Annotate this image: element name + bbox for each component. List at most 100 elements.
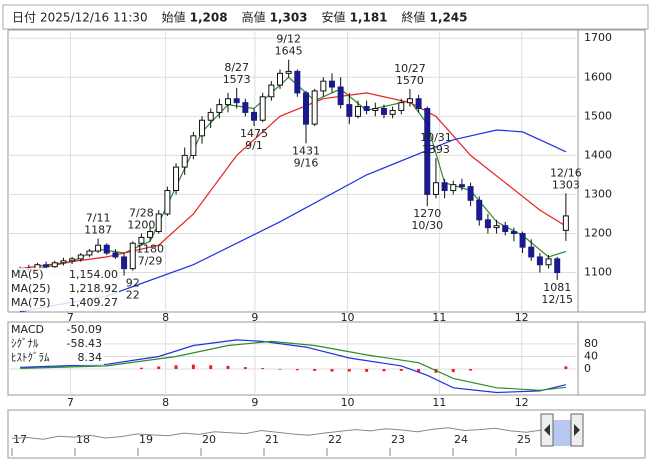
candle-body [51, 262, 58, 268]
macd-line [20, 339, 567, 394]
navigator-tick-label: 24 [454, 433, 468, 446]
annotation: 9/16 [294, 156, 319, 169]
y-tick-label: 1600 [584, 70, 612, 83]
legend-box [9, 268, 119, 311]
navigator-tick-label: 17 [13, 433, 27, 446]
annotation: 10/31 [420, 131, 452, 144]
y-tick-label: 1700 [584, 31, 612, 44]
candle-body [346, 104, 353, 117]
candle-body [138, 236, 145, 244]
candle-body [398, 102, 405, 111]
candle-body [372, 108, 379, 111]
header-bar [2, 4, 649, 30]
candle-body [354, 106, 361, 117]
legend-value: 1,154.00 [69, 268, 118, 281]
histogram-bar [313, 368, 317, 371]
macd-line [20, 340, 566, 391]
candle-body [406, 98, 413, 104]
candle-body [121, 256, 128, 270]
annotation: 8/27 [224, 61, 249, 74]
header-value: 1,208 [190, 11, 228, 25]
candle-body [294, 70, 301, 94]
candle-body [562, 215, 569, 231]
navigator-line [11, 427, 543, 440]
annotation: 1303 [552, 178, 580, 191]
candle-body [95, 244, 102, 252]
candle-body [60, 260, 67, 264]
candle-body [337, 86, 344, 106]
y-tick-label: 1400 [584, 148, 612, 161]
annotation: 1270 [413, 207, 441, 220]
histogram-bar [243, 367, 247, 369]
candle-body [528, 246, 535, 258]
legend-value: 1,218.92 [69, 282, 118, 295]
x-tick-label: 7 [67, 396, 74, 409]
candle-body [43, 264, 50, 268]
candle-body [432, 182, 439, 195]
candle-body [69, 258, 76, 262]
candle-body [536, 256, 543, 266]
plot: 日付 2025/12/16 11:30 始値 1,208 高値 1,303 安値 1,181 終… [8, 10, 612, 456]
annotation: 1180 [136, 242, 164, 255]
header-label: 日付 [12, 11, 36, 25]
header-label: 終値 [402, 10, 426, 25]
candle-body [77, 254, 84, 260]
header-value: 1,303 [270, 11, 308, 25]
candle-body [519, 232, 526, 248]
legend-name: ｼｸﾞﾅﾙ [11, 337, 39, 350]
candle-body [363, 106, 370, 111]
candle-body [181, 154, 188, 168]
legend-value: 1,409.27 [69, 296, 118, 309]
main-panel [7, 29, 646, 313]
y-tick-label: 40 [584, 349, 598, 362]
legend-name: MA(25) [11, 282, 51, 295]
histogram-bar [330, 368, 334, 372]
candle-body [216, 104, 223, 113]
candle-body [554, 258, 561, 274]
navigator-tick-label: 21 [265, 433, 279, 446]
candle-body [190, 135, 197, 156]
annotation: 1475 [240, 127, 268, 140]
candle-body [199, 119, 206, 137]
legend-name: MA(75) [11, 296, 51, 309]
y-tick-label: 0 [584, 362, 591, 375]
annotation: 9/1 [245, 139, 263, 152]
x-tick-label: 9 [251, 396, 258, 409]
x-tick-label: 10 [341, 396, 355, 409]
annotation: 1645 [275, 45, 303, 58]
histogram-bar [295, 368, 299, 371]
y-tick-label: 1500 [584, 109, 612, 122]
annotation: 1081 [543, 281, 571, 294]
candle-body [86, 250, 93, 256]
x-tick-label: 10 [341, 311, 355, 324]
annotation: 12/15 [541, 293, 573, 306]
annotation: 9/12 [276, 33, 301, 46]
candle-body [415, 98, 422, 110]
annotation: 1573 [223, 73, 251, 86]
candle-body [441, 182, 448, 192]
x-tick-label: 7 [67, 311, 74, 324]
y-tick-label: 80 [584, 337, 598, 350]
y-tick-label: 1300 [584, 187, 612, 200]
candle-body [225, 98, 232, 106]
candle-body [389, 109, 396, 115]
histogram-bar [347, 368, 351, 372]
x-tick-label: 12 [515, 396, 529, 409]
annotation: 22 [126, 289, 140, 302]
header-value: 2025/12/16 11:30 [40, 11, 148, 25]
candle-body [476, 199, 483, 221]
candle-body [251, 111, 258, 121]
histogram-bar [451, 368, 455, 373]
annotation: 10/30 [411, 219, 443, 232]
navigator-tick-label: 20 [202, 433, 216, 446]
navigator-tick-label: 18 [76, 433, 90, 446]
ma-line [20, 92, 567, 270]
header-value: 1,245 [430, 11, 468, 25]
x-tick-label: 9 [251, 311, 258, 324]
candle-body [328, 80, 335, 88]
candle-body [103, 244, 110, 254]
candle-body [242, 102, 249, 113]
annotation: 1570 [396, 74, 424, 87]
